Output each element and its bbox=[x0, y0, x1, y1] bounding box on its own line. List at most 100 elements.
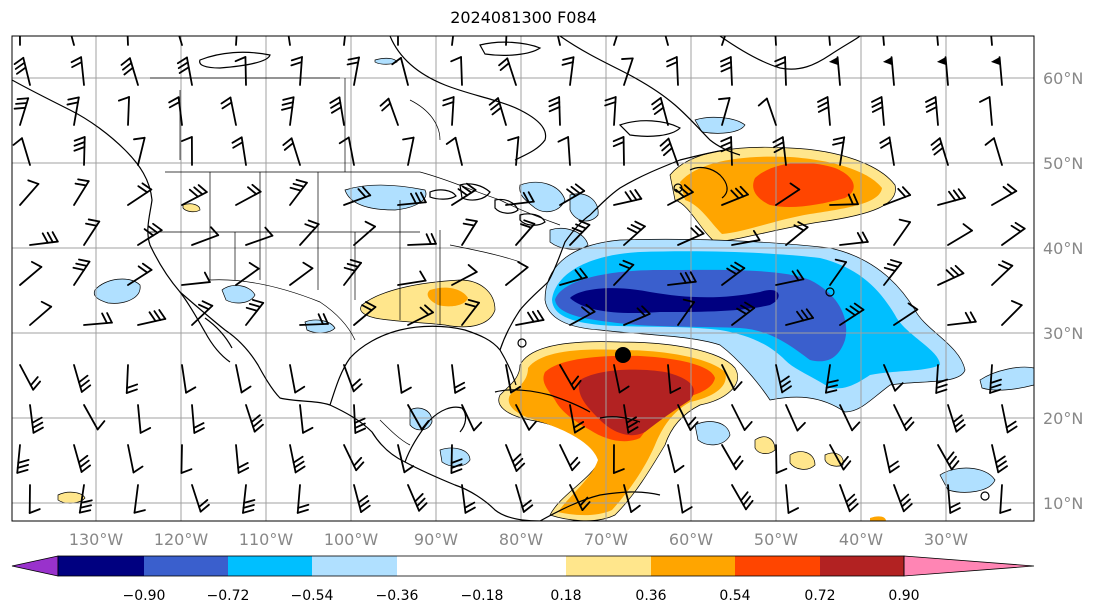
wind-barb bbox=[829, 193, 859, 206]
wind-barb bbox=[442, 96, 455, 126]
lon-label: 60°W bbox=[669, 530, 713, 549]
wind-barb bbox=[785, 404, 806, 432]
wind-barb bbox=[353, 301, 377, 326]
wind-barb bbox=[947, 484, 961, 514]
wind-barb bbox=[343, 36, 348, 46]
wind-barb bbox=[397, 36, 399, 46]
negative-anomaly-small-features bbox=[93, 57, 1034, 493]
wind-barb bbox=[990, 56, 1003, 86]
wind-barb bbox=[623, 305, 651, 326]
wind-barb bbox=[73, 364, 92, 393]
wind-barb bbox=[191, 404, 205, 434]
wind-barb bbox=[191, 484, 210, 513]
wind-barb bbox=[73, 444, 92, 473]
wind-barb bbox=[12, 137, 31, 166]
colorbar-tick-label: −0.36 bbox=[376, 588, 419, 604]
wind-barb bbox=[839, 404, 861, 432]
colorbar-tick-label: −0.90 bbox=[123, 588, 166, 604]
wind-barb bbox=[879, 136, 895, 166]
wind-barb bbox=[839, 302, 865, 326]
wind-barb bbox=[461, 298, 480, 326]
wind-barb bbox=[774, 56, 787, 86]
wind-barb bbox=[125, 364, 139, 394]
wind-barb bbox=[667, 444, 685, 474]
wind-barb bbox=[826, 36, 831, 46]
wind-barb bbox=[612, 444, 625, 474]
wind-barb bbox=[659, 36, 669, 46]
wind-barb bbox=[505, 36, 509, 46]
wind-barb bbox=[397, 364, 412, 394]
wind-barb bbox=[785, 221, 809, 246]
wind-barb bbox=[731, 484, 754, 511]
wind-barb bbox=[133, 484, 146, 514]
wind-barb bbox=[83, 218, 101, 246]
wind-barb bbox=[450, 444, 463, 474]
lon-label: 50°W bbox=[754, 530, 798, 549]
wind-barb bbox=[731, 404, 753, 431]
map-field bbox=[12, 36, 1034, 521]
wind-barb bbox=[73, 136, 86, 166]
wind-barb bbox=[557, 136, 571, 166]
wind-barb bbox=[785, 308, 814, 326]
wind-barb bbox=[775, 182, 801, 206]
wind-barb bbox=[893, 218, 912, 246]
wind-barb bbox=[120, 57, 139, 86]
wind-barb bbox=[991, 183, 1018, 206]
wind-barb bbox=[613, 364, 630, 394]
wind-barb bbox=[666, 56, 679, 86]
wind-barb bbox=[19, 260, 43, 286]
wind-barb bbox=[397, 444, 415, 474]
wind-barb bbox=[168, 96, 183, 126]
wind-barb bbox=[505, 444, 526, 472]
wind-barb bbox=[651, 97, 669, 126]
wind-barb bbox=[235, 261, 260, 286]
lon-label: 130°W bbox=[69, 530, 124, 549]
longitude-labels: 130°W 120°W 110°W 100°W 90°W 80°W 70°W 6… bbox=[69, 530, 968, 549]
wind-barb bbox=[937, 444, 960, 471]
wind-barb bbox=[721, 185, 749, 206]
wind-barb bbox=[677, 225, 705, 246]
wind-barb bbox=[461, 484, 476, 514]
colorbar-bin bbox=[735, 556, 820, 576]
wind-barb bbox=[29, 231, 59, 246]
wind-barb bbox=[505, 261, 529, 286]
wind-barb bbox=[832, 136, 846, 166]
wind-barb bbox=[515, 309, 545, 326]
wind-barb bbox=[883, 364, 904, 392]
wind-barb bbox=[988, 36, 993, 46]
wind-barb bbox=[612, 136, 625, 166]
wind-barb bbox=[235, 36, 239, 46]
wind-barb bbox=[937, 264, 965, 286]
wind-barb bbox=[569, 303, 596, 326]
wind-barb bbox=[569, 484, 591, 511]
wind-barb bbox=[775, 444, 788, 474]
wind-barb bbox=[882, 56, 895, 86]
wind-barb bbox=[559, 364, 582, 391]
wind-barb bbox=[16, 444, 30, 474]
wind-barb bbox=[181, 364, 197, 394]
wind-barb bbox=[667, 184, 694, 206]
wind-barb bbox=[353, 404, 367, 434]
wind-barb bbox=[181, 271, 211, 286]
wind-barb bbox=[329, 96, 345, 126]
wind-barb bbox=[623, 220, 646, 246]
lat-label: 60°N bbox=[1043, 69, 1083, 88]
wind-barb bbox=[137, 404, 152, 434]
colorbar-tick-label: 0.90 bbox=[888, 588, 919, 604]
wind-barb bbox=[883, 186, 912, 206]
wind-barb bbox=[817, 96, 831, 126]
colorbar-tick-label: −0.54 bbox=[291, 588, 334, 604]
wind-barb bbox=[548, 96, 561, 126]
wind-barb bbox=[775, 364, 792, 394]
wind-barb bbox=[721, 364, 743, 391]
wind-barb bbox=[829, 258, 848, 286]
wind-barb bbox=[721, 444, 744, 471]
wind-barb bbox=[242, 484, 256, 514]
wind-barb bbox=[613, 36, 624, 46]
wind-barb bbox=[552, 36, 561, 46]
wind-barb bbox=[181, 184, 208, 206]
wind-barb bbox=[936, 56, 949, 86]
lon-label: 30°W bbox=[924, 530, 968, 549]
lon-label: 120°W bbox=[154, 530, 209, 549]
